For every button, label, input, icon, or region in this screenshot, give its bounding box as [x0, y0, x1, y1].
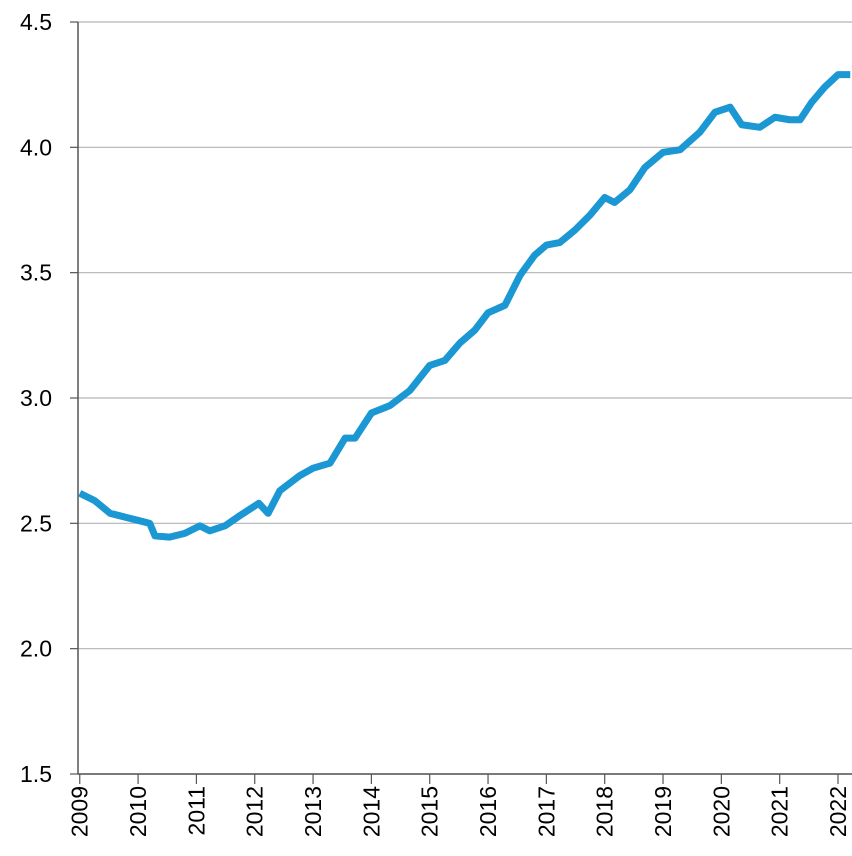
x-tick-label: 2017 [533, 786, 559, 837]
x-tick-label: 2013 [300, 786, 326, 837]
data-line [78, 71, 851, 541]
x-tick-label: 2015 [417, 786, 443, 837]
y-tick-label: 2.0 [20, 636, 52, 662]
y-tick-label: 2.5 [20, 510, 52, 536]
x-tick-label: 2012 [242, 786, 268, 837]
y-tick-label: 3.5 [20, 260, 52, 286]
x-tick-label: 2020 [708, 786, 734, 837]
x-tick-label: 2011 [183, 786, 209, 835]
y-tick-label: 4.0 [20, 134, 52, 160]
x-tick-label: 2009 [67, 786, 93, 837]
y-tick-label: 1.5 [20, 761, 52, 787]
x-tick-label: 2010 [125, 786, 151, 837]
x-tick-label: 2019 [650, 786, 676, 837]
x-tick-label: 2016 [475, 786, 501, 837]
x-tick-label: 2018 [592, 786, 618, 837]
x-tick-label: 2022 [825, 786, 851, 837]
x-tick-label: 2014 [358, 786, 384, 837]
x-tick-label: 2021 [767, 786, 793, 837]
y-tick-label: 4.5 [20, 9, 52, 35]
y-tick-label: 3.0 [20, 385, 52, 411]
